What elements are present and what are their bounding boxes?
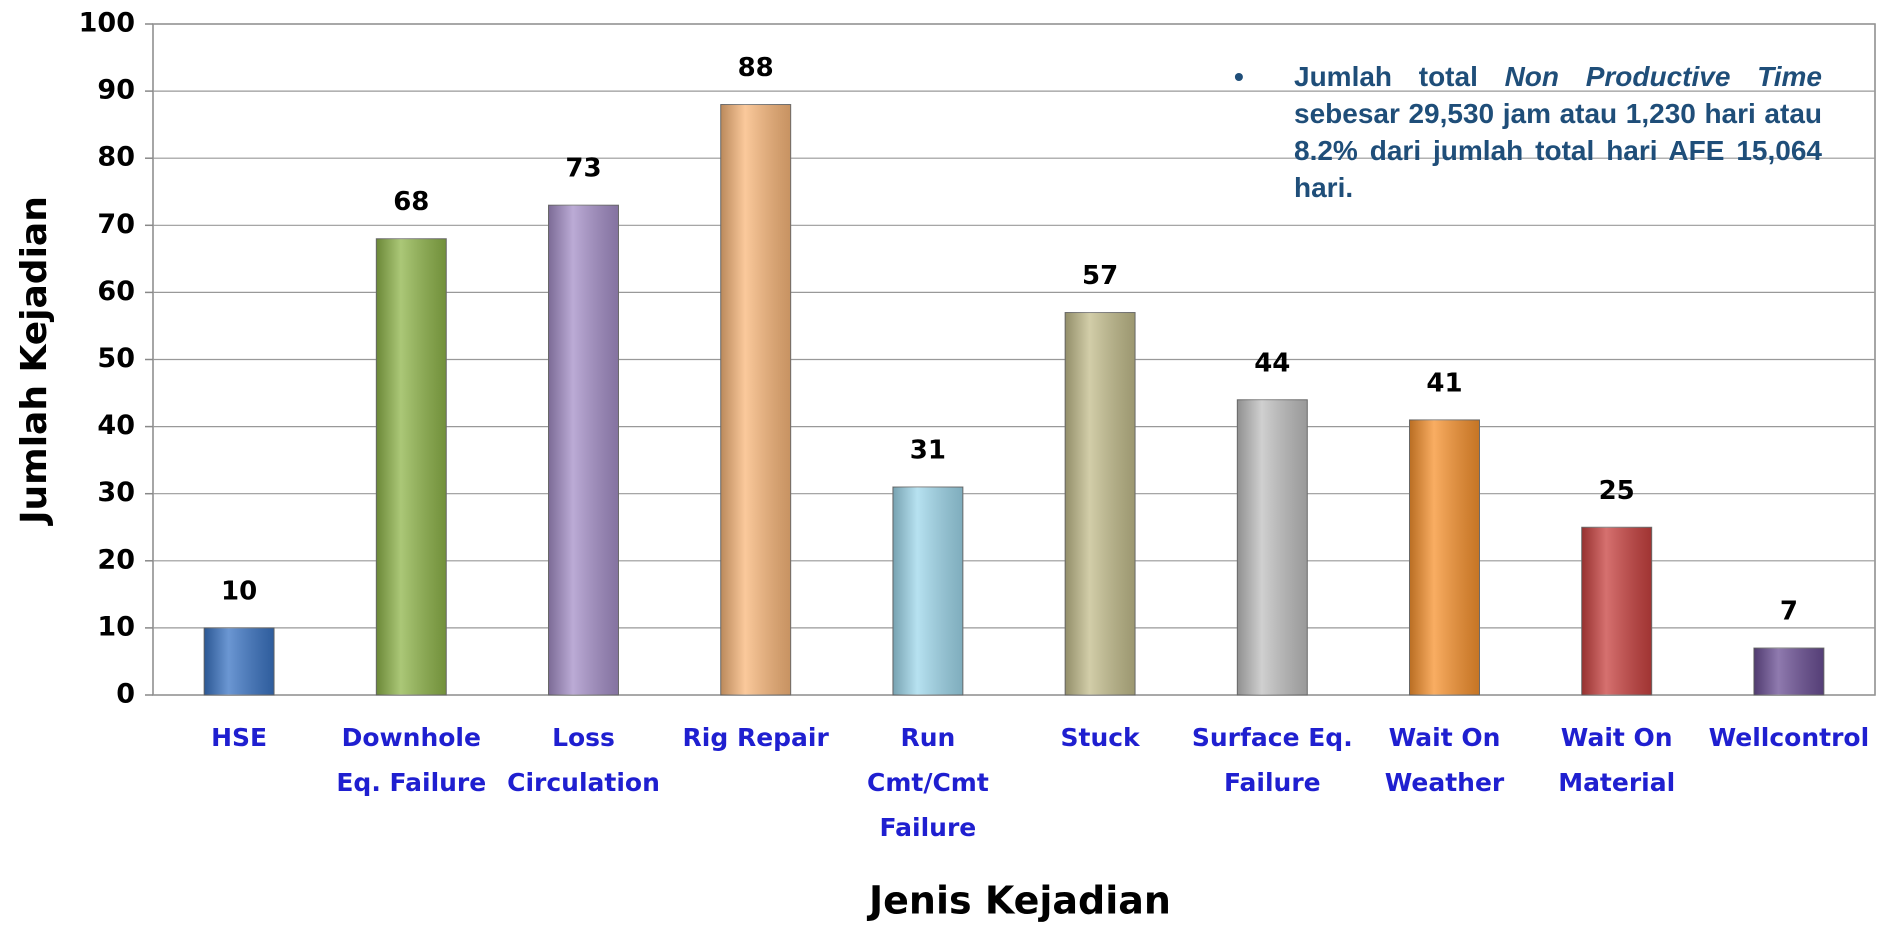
value-label: 44 bbox=[1254, 348, 1290, 378]
y-tick-label: 50 bbox=[97, 343, 135, 374]
y-tick-label: 80 bbox=[97, 142, 135, 173]
x-tick-label: Wellcontrol bbox=[1708, 723, 1870, 752]
annotation-text: Jumlah total bbox=[1294, 61, 1505, 92]
bar-shine bbox=[1065, 312, 1136, 695]
x-tick-label: Wait On Weather bbox=[1384, 723, 1505, 797]
x-tick-label: Loss Circulation bbox=[507, 723, 660, 797]
value-label: 7 bbox=[1780, 597, 1798, 627]
y-tick-label: 60 bbox=[97, 276, 135, 307]
y-axis-label: Jumlah Kejadian bbox=[14, 196, 55, 527]
y-tick-label: 30 bbox=[97, 477, 135, 508]
bar-shine bbox=[1581, 527, 1652, 695]
y-tick-label: 40 bbox=[97, 410, 135, 441]
value-label: 57 bbox=[1082, 261, 1118, 291]
value-label: 25 bbox=[1599, 476, 1635, 506]
bar-shine bbox=[548, 205, 619, 696]
x-tick-label: Run Cmt/Cmt Failure bbox=[866, 723, 989, 842]
value-label: 10 bbox=[221, 576, 257, 606]
annotation-text: sebesar 29,530 jam atau 1,230 hari atau … bbox=[1294, 98, 1822, 203]
x-tick-label: Wait On Material bbox=[1558, 723, 1676, 797]
value-label: 41 bbox=[1426, 368, 1462, 398]
x-tick-label: Downhole Eq. Failure bbox=[336, 723, 487, 797]
y-tick-label: 90 bbox=[97, 75, 135, 106]
annotation-italic: Non Productive Time bbox=[1504, 61, 1822, 92]
value-label: 31 bbox=[910, 435, 946, 465]
bar-shine bbox=[720, 104, 791, 695]
bar-shine bbox=[1753, 648, 1824, 695]
x-tick-label: Stuck bbox=[1060, 723, 1140, 752]
y-tick-label: 20 bbox=[97, 544, 135, 575]
x-tick-label: Rig Repair bbox=[682, 723, 829, 752]
x-tick-label: Surface Eq. Failure bbox=[1191, 723, 1353, 797]
value-label: 73 bbox=[565, 154, 601, 184]
bullet: • bbox=[1234, 61, 1244, 92]
bar-shine bbox=[1237, 399, 1308, 695]
y-tick-label: 0 bbox=[116, 679, 135, 710]
y-tick-label: 70 bbox=[97, 209, 135, 240]
annotation: • Jumlah total Non Productive Time sebesa… bbox=[1234, 58, 1822, 206]
bar-shine bbox=[376, 238, 447, 695]
y-tick-label: 10 bbox=[97, 611, 135, 642]
bar-shine bbox=[204, 627, 275, 695]
value-label: 88 bbox=[738, 53, 774, 83]
x-tick-label: HSE bbox=[211, 723, 268, 752]
bar-shine bbox=[892, 486, 963, 695]
value-label: 68 bbox=[393, 187, 429, 217]
y-tick-label: 100 bbox=[79, 8, 135, 39]
x-axis-label: Jenis Kejadian bbox=[866, 879, 1171, 923]
bar-shine bbox=[1409, 419, 1480, 695]
